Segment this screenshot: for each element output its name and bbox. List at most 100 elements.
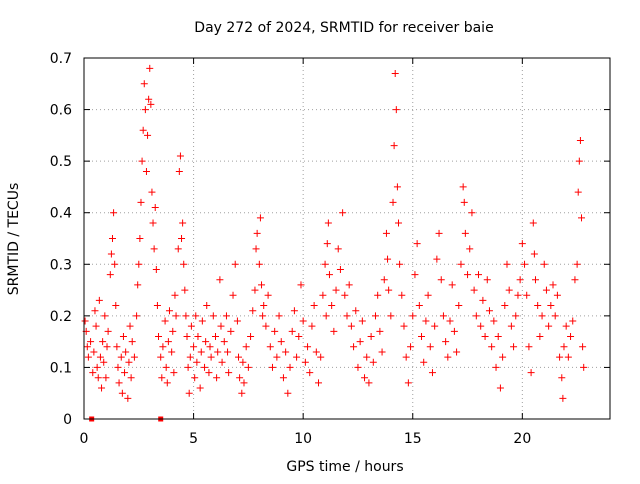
data-point	[111, 260, 119, 268]
data-point	[89, 369, 97, 377]
data-point	[135, 260, 143, 268]
data-point	[191, 374, 199, 382]
data-point	[433, 255, 441, 263]
data-point	[255, 260, 263, 268]
data-point	[545, 322, 553, 330]
data-point	[574, 188, 582, 196]
data-point	[98, 384, 106, 392]
data-point	[525, 343, 533, 351]
data-point	[322, 312, 330, 320]
data-point	[162, 363, 170, 371]
y-tick-label: 0.2	[50, 309, 72, 325]
data-point	[114, 363, 122, 371]
data-point	[530, 250, 538, 258]
data-point	[244, 363, 252, 371]
data-point	[391, 69, 399, 77]
data-point	[117, 353, 125, 361]
data-point	[395, 219, 403, 227]
data-point	[233, 317, 241, 325]
data-point	[288, 327, 296, 335]
data-point	[380, 276, 388, 284]
data-point	[510, 343, 518, 351]
data-point	[442, 338, 450, 346]
data-point	[93, 363, 101, 371]
data-point	[385, 286, 393, 294]
data-point	[569, 317, 577, 325]
data-point	[382, 229, 390, 237]
data-point	[155, 332, 163, 340]
data-point	[119, 332, 127, 340]
data-point	[87, 338, 95, 346]
data-point	[247, 332, 255, 340]
data-point	[136, 235, 144, 242]
data-point	[128, 338, 136, 346]
data-point	[115, 379, 123, 387]
data-point	[297, 281, 305, 289]
data-point	[268, 363, 276, 371]
data-point	[527, 369, 535, 377]
x-axis-label: GPS time / hours	[286, 459, 403, 475]
data-point	[301, 358, 309, 366]
data-point	[426, 343, 434, 351]
data-point	[106, 271, 114, 279]
data-point	[409, 312, 417, 320]
data-point	[169, 327, 177, 335]
data-point	[466, 245, 474, 253]
data-point	[411, 271, 419, 279]
data-point	[540, 260, 548, 268]
data-point	[347, 322, 355, 330]
data-point	[137, 198, 145, 206]
data-point	[424, 291, 432, 299]
data-point	[197, 348, 205, 356]
data-point	[334, 245, 342, 253]
data-point	[367, 332, 375, 340]
data-point	[251, 286, 259, 294]
data-point	[323, 240, 331, 248]
data-point	[134, 281, 142, 289]
data-point	[99, 338, 107, 346]
data-point	[485, 307, 493, 315]
data-point	[293, 353, 301, 361]
data-point	[562, 322, 570, 330]
data-point	[290, 307, 298, 315]
data-point	[501, 302, 509, 310]
data-point	[229, 291, 237, 299]
data-point	[420, 358, 428, 366]
y-tick-label: 0.3	[50, 257, 72, 273]
data-point	[239, 358, 247, 366]
x-tick-label: 0	[80, 431, 89, 447]
data-point	[358, 317, 366, 325]
data-point	[207, 353, 215, 361]
data-point	[84, 353, 92, 361]
data-point	[103, 343, 111, 351]
data-point	[567, 332, 575, 340]
data-point	[186, 353, 194, 361]
data-point	[378, 348, 386, 356]
data-point	[184, 363, 192, 371]
data-point	[144, 131, 152, 139]
data-point	[350, 343, 358, 351]
data-point	[220, 338, 228, 346]
data-point	[152, 265, 160, 273]
data-point	[393, 183, 401, 191]
data-point	[573, 260, 581, 268]
data-point	[514, 291, 522, 299]
data-point	[83, 343, 91, 351]
data-point	[507, 322, 515, 330]
data-point	[81, 317, 89, 325]
data-point	[217, 322, 225, 330]
data-point	[529, 219, 537, 227]
data-point	[315, 379, 323, 387]
data-point	[477, 322, 485, 330]
data-point	[202, 338, 210, 346]
data-point	[107, 250, 115, 258]
data-point	[547, 302, 555, 310]
data-point	[174, 245, 182, 253]
data-point	[553, 291, 561, 299]
data-point	[183, 332, 191, 340]
data-point	[559, 394, 567, 402]
data-point	[455, 302, 463, 310]
data-point	[542, 286, 550, 294]
data-point	[396, 260, 404, 268]
